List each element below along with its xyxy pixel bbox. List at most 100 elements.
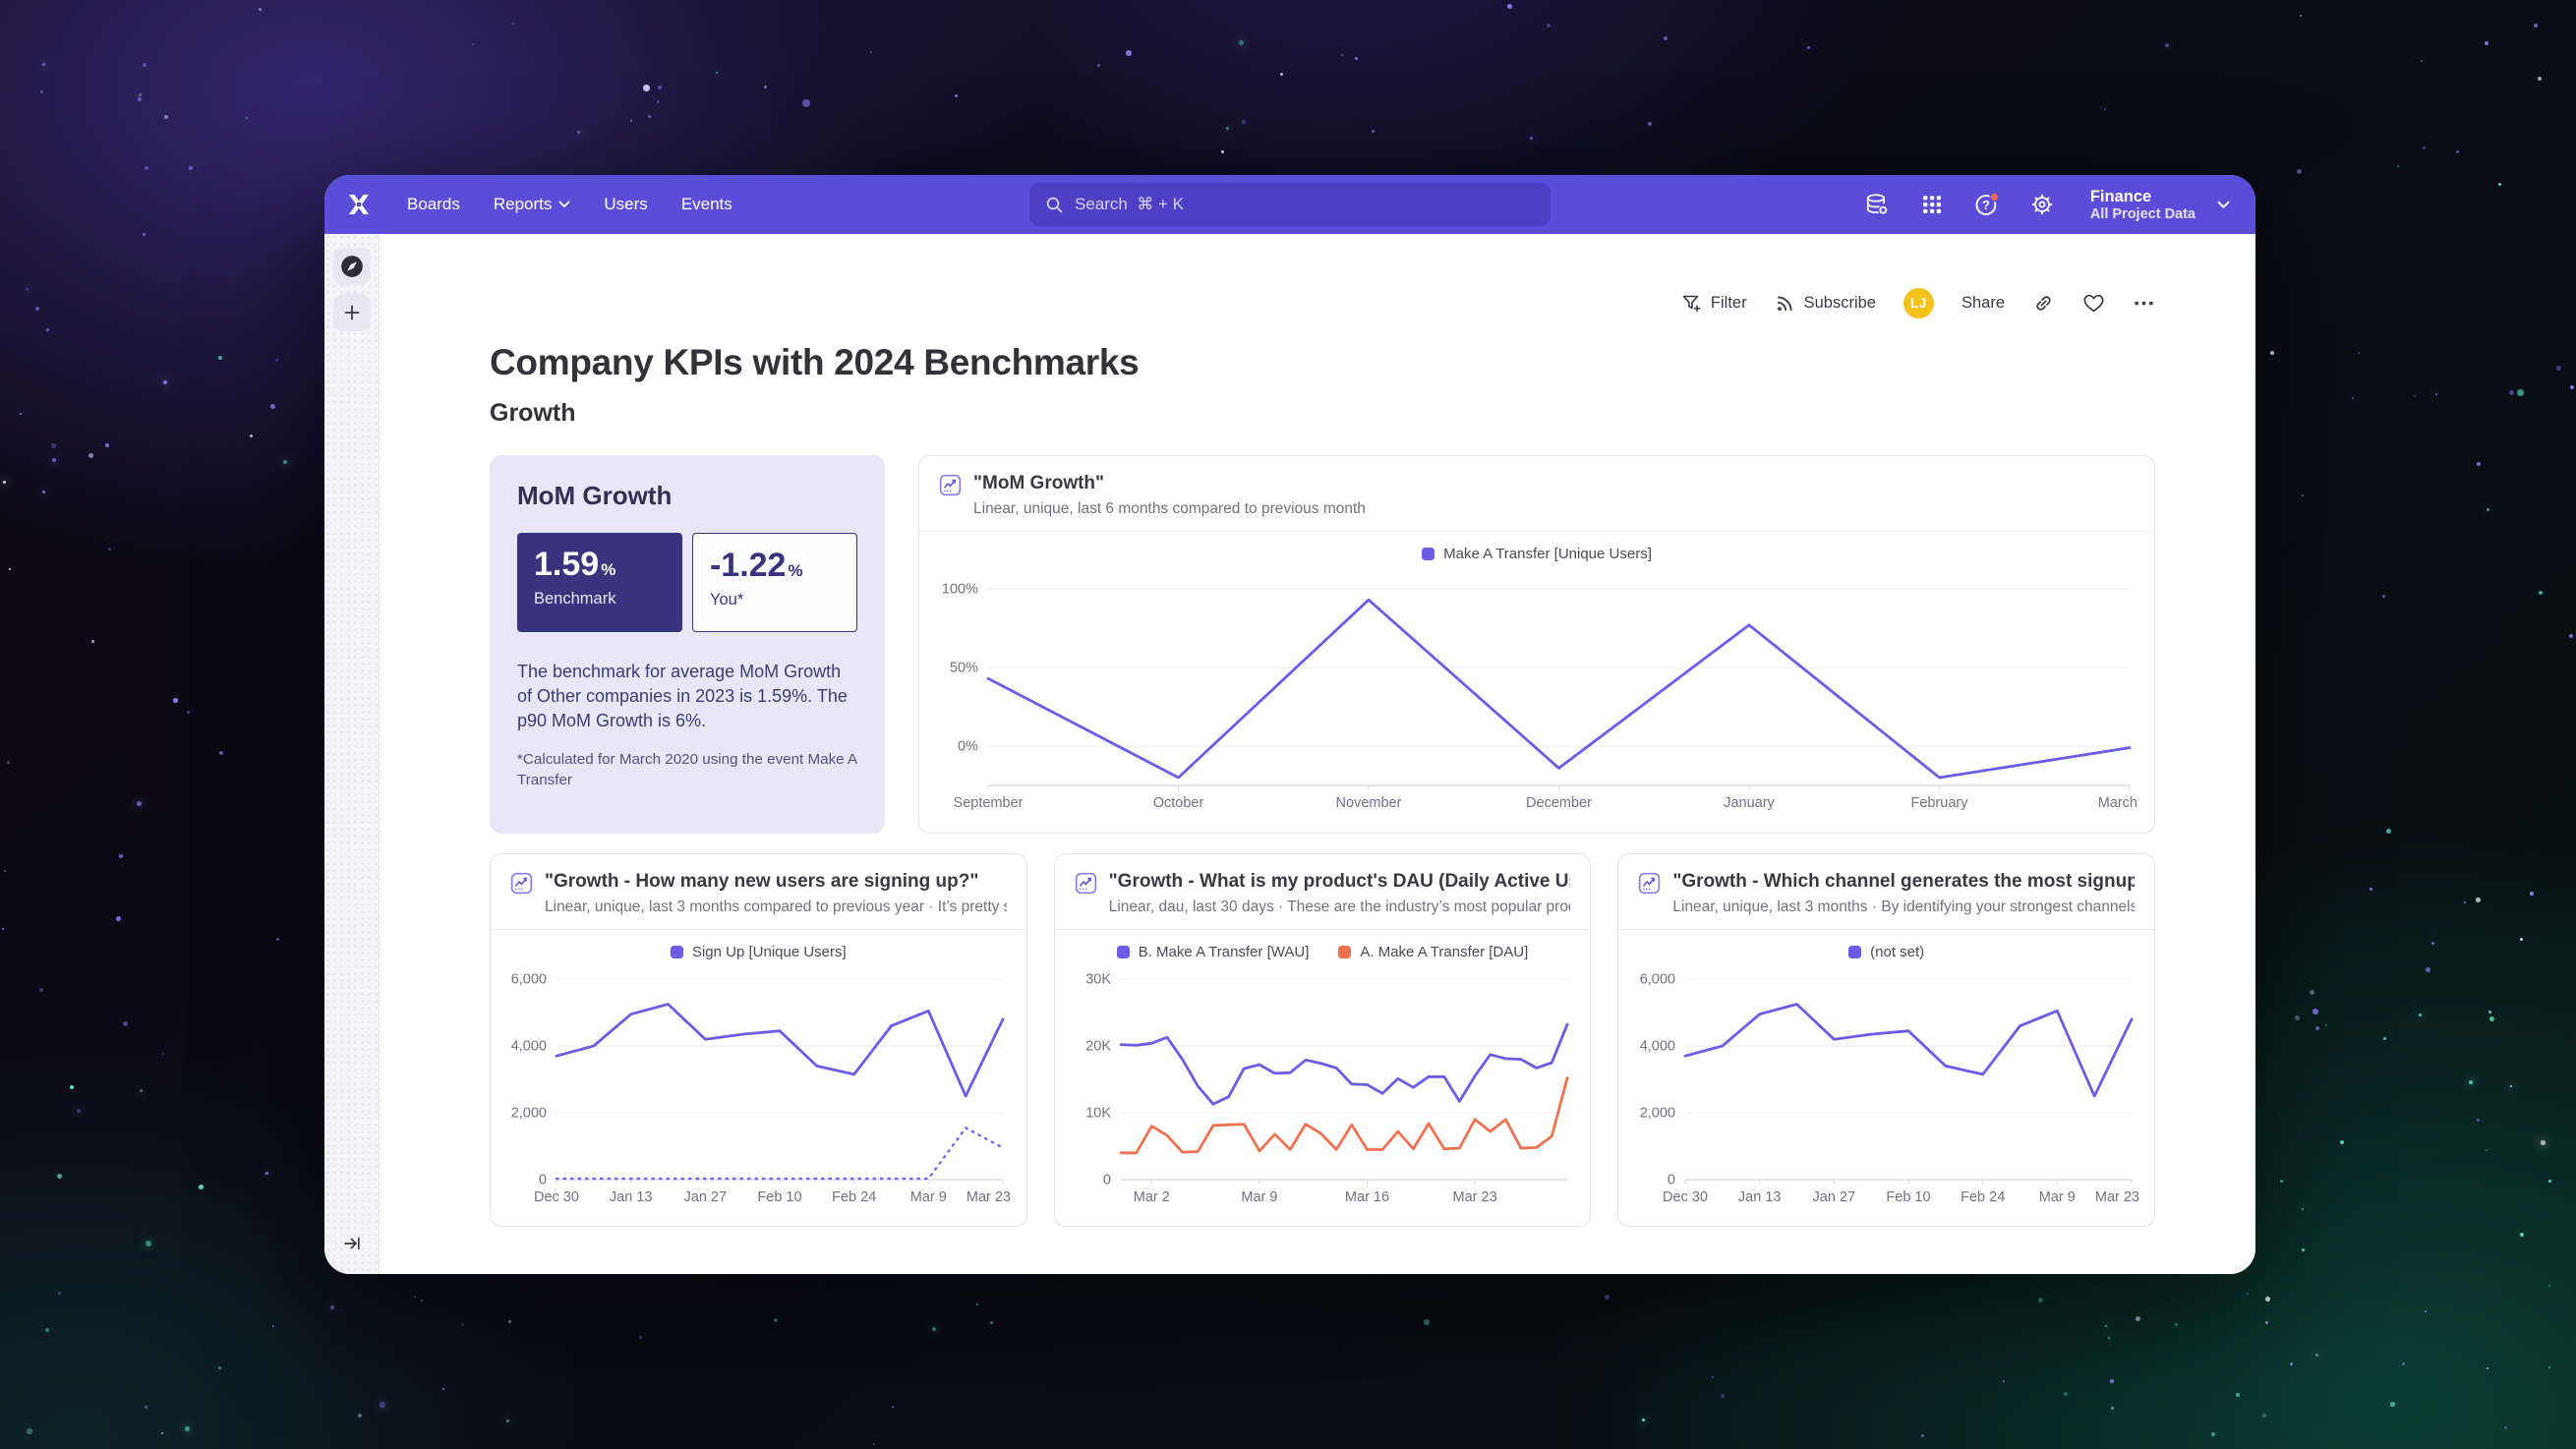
svg-text:December: December	[1526, 795, 1592, 811]
collapse-right-icon	[342, 1234, 362, 1253]
svg-text:Jan 13: Jan 13	[610, 1189, 653, 1205]
svg-text:Dec 30: Dec 30	[534, 1189, 579, 1205]
legend-swatch	[1848, 945, 1862, 958]
svg-text:March: March	[2097, 795, 2137, 811]
share-button[interactable]: Share	[1961, 293, 2005, 312]
chart-card-header[interactable]: "MoM Growth" Linear, unique, last 6 mont…	[919, 456, 2154, 532]
svg-text:Mar 9: Mar 9	[2038, 1189, 2075, 1205]
nav-item-events[interactable]: Events	[680, 195, 732, 213]
chart-card-dau[interactable]: "Growth - What is my product's DAU (Dail…	[1053, 853, 1592, 1227]
app-window: Boards Reports Users Events	[324, 175, 2255, 1274]
chart-card-new-users[interactable]: "Growth - How many new users are signing…	[490, 853, 1027, 1227]
svg-text:6,000: 6,000	[511, 972, 547, 988]
expand-sidebar-button[interactable]	[333, 1225, 371, 1262]
svg-text:Mar 9: Mar 9	[1241, 1189, 1277, 1205]
legend-swatch	[1116, 945, 1130, 958]
nav-item-users[interactable]: Users	[604, 195, 648, 213]
dau-line-chart[interactable]: 30K 20K 10K 0 Mar 2 Mar 9 Mar 16 Mar 23	[1068, 965, 1577, 1213]
svg-text:6,000: 6,000	[1639, 972, 1674, 988]
svg-text:Mar 9: Mar 9	[910, 1189, 947, 1205]
svg-text:30K: 30K	[1085, 972, 1111, 988]
legend-item: Sign Up [Unique Users]	[670, 944, 847, 960]
legend-item: A. Make A Transfer [DAU]	[1338, 944, 1528, 960]
legend-swatch	[1422, 547, 1435, 560]
svg-text:January: January	[1724, 795, 1775, 811]
chart-card-header[interactable]: "Growth - Which channel generates the mo…	[1618, 854, 2154, 930]
page-title: Company KPIs with 2024 Benchmarks	[490, 342, 1140, 382]
project-scope: All Project Data	[2089, 206, 2195, 223]
svg-text:10K: 10K	[1085, 1106, 1111, 1122]
svg-text:September: September	[953, 795, 1023, 811]
nav-item-boards[interactable]: Boards	[407, 195, 460, 213]
user-avatar[interactable]: LJ	[1903, 287, 1934, 319]
svg-text:Jan 13: Jan 13	[1738, 1189, 1782, 1205]
benchmark-card[interactable]: MoM Growth 1.59% Benchmark -1.22% You*	[490, 455, 885, 834]
svg-text:100%: 100%	[941, 582, 977, 598]
plus-icon	[342, 303, 362, 322]
add-board-button[interactable]	[332, 294, 371, 331]
board-main: Filter Subscribe LJ Share	[380, 234, 2255, 1274]
nav-item-reports[interactable]: Reports	[494, 195, 571, 214]
search-input[interactable]	[1075, 195, 1535, 214]
report-chart-icon	[939, 474, 962, 496]
svg-text:2,000: 2,000	[1639, 1106, 1674, 1122]
svg-text:Mar 23: Mar 23	[966, 1189, 1011, 1205]
data-management-icon[interactable]	[1862, 190, 1892, 219]
svg-text:50%: 50%	[949, 661, 977, 676]
mom-growth-line-chart[interactable]: 100% 50% 0% September October November Decembe…	[935, 567, 2139, 819]
legend-swatch	[1338, 945, 1352, 958]
chart-title: "Growth - Which channel generates the mo…	[1672, 871, 2135, 892]
svg-text:20K: 20K	[1085, 1039, 1111, 1055]
heart-icon	[2082, 292, 2105, 315]
svg-text:0%: 0%	[958, 739, 978, 755]
subscribe-button[interactable]: Subscribe	[1775, 293, 1876, 314]
svg-text:0: 0	[1103, 1173, 1111, 1188]
chart-title: "MoM Growth"	[973, 473, 1105, 493]
svg-text:0: 0	[1668, 1173, 1675, 1188]
global-search[interactable]	[1029, 183, 1551, 226]
mixpanel-logo[interactable]	[344, 190, 374, 219]
svg-text:Mar 16: Mar 16	[1345, 1189, 1389, 1205]
chart-legend: Sign Up [Unique Users]	[491, 942, 1026, 961]
project-name: Finance	[2089, 187, 2152, 205]
report-chart-icon	[510, 872, 533, 895]
chart-card-header[interactable]: "Growth - How many new users are signing…	[491, 854, 1026, 930]
compass-icon	[339, 254, 365, 279]
benchmark-card-title: MoM Growth	[517, 481, 673, 510]
svg-text:Feb 24: Feb 24	[832, 1189, 876, 1205]
help-icon[interactable]: ?	[1972, 190, 2002, 219]
svg-text:Mar 2: Mar 2	[1134, 1189, 1170, 1205]
chart-legend: Make A Transfer [Unique Users]	[919, 544, 2154, 563]
svg-text:Feb 24: Feb 24	[1961, 1189, 2005, 1205]
filter-button[interactable]: Filter	[1681, 293, 1747, 314]
apps-grid-icon[interactable]	[1917, 190, 1947, 219]
svg-text:Jan 27: Jan 27	[684, 1189, 728, 1205]
top-nav: Boards Reports Users Events	[324, 175, 2255, 234]
chart-subtitle: Linear, unique, last 3 months compared t…	[545, 898, 1007, 915]
report-chart-icon	[1638, 872, 1661, 895]
rss-icon	[1775, 293, 1795, 314]
ellipsis-icon	[2133, 292, 2155, 315]
chart-card-header[interactable]: "Growth - What is my product's DAU (Dail…	[1054, 854, 1591, 930]
chart-card-channels[interactable]: "Growth - Which channel generates the mo…	[1617, 853, 2155, 1227]
favorite-heart-button[interactable]	[2082, 292, 2105, 315]
svg-text:Mar 23: Mar 23	[2095, 1189, 2139, 1205]
svg-text:Mar 23: Mar 23	[1453, 1189, 1497, 1205]
section-title: Growth	[490, 399, 576, 427]
copy-link-button[interactable]	[2032, 292, 2055, 315]
you-value-box: -1.22% You*	[691, 533, 857, 632]
svg-text:October: October	[1152, 795, 1203, 811]
chart-card-mom-growth[interactable]: "MoM Growth" Linear, unique, last 6 mont…	[918, 455, 2155, 834]
benchmark-description: The benchmark for average MoM Growth of …	[517, 662, 848, 731]
chart-subtitle: Linear, unique, last 3 months · By ident…	[1672, 898, 2135, 915]
svg-text:0: 0	[539, 1173, 547, 1188]
project-selector[interactable]: Finance All Project Data	[2089, 187, 2230, 223]
more-options-button[interactable]	[2133, 292, 2155, 315]
chart-legend: B. Make A Transfer [WAU] A. Make A Transf…	[1055, 942, 1591, 961]
svg-text:4,000: 4,000	[511, 1039, 547, 1055]
boards-nav-compass-button[interactable]	[332, 248, 371, 285]
settings-gear-icon[interactable]	[2027, 190, 2057, 219]
legend-item: B. Make A Transfer [WAU]	[1116, 944, 1309, 960]
